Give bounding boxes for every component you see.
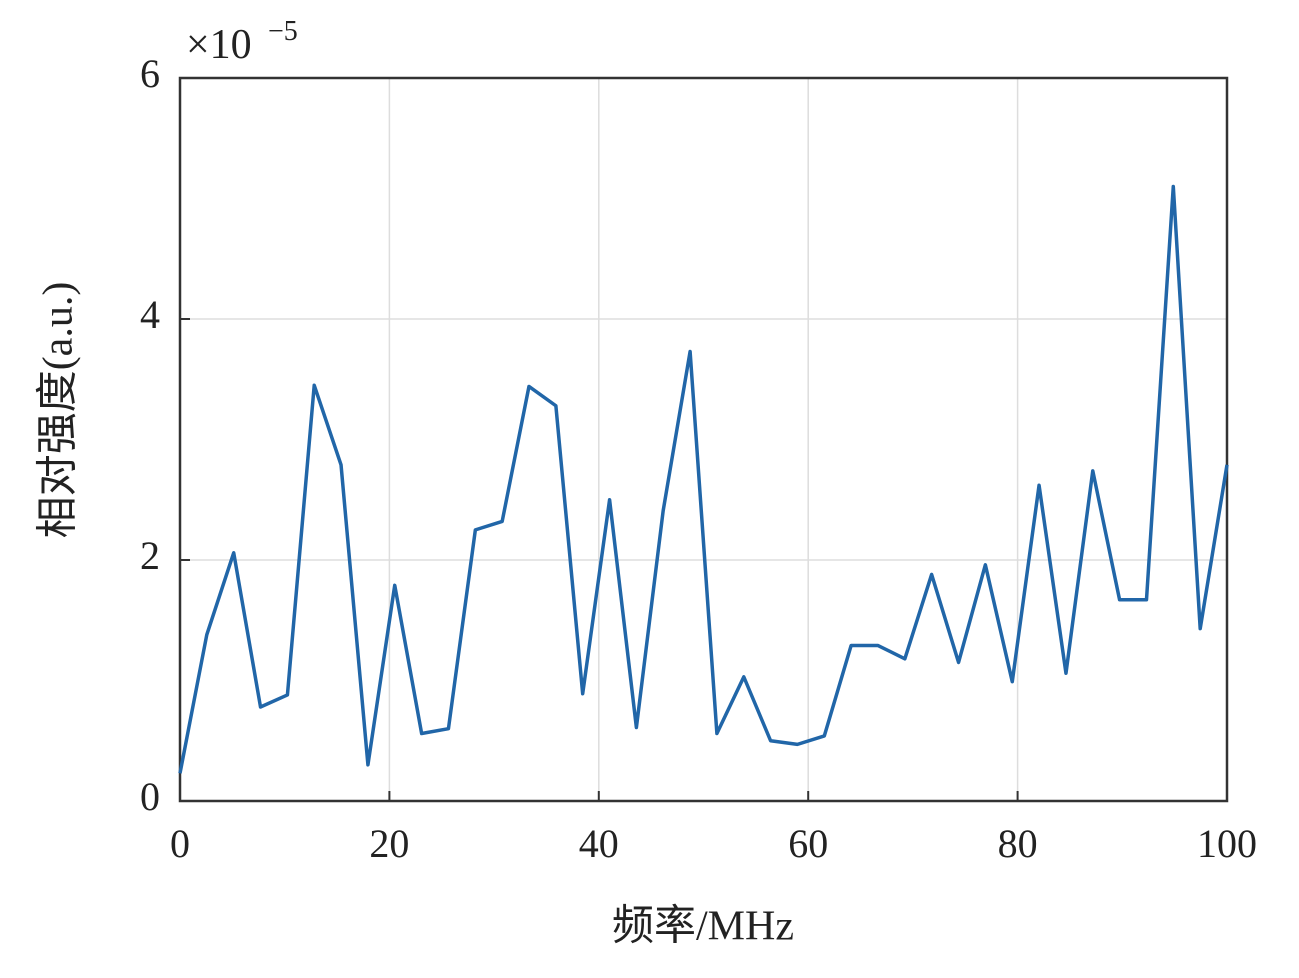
x-tick-label: 80 — [998, 821, 1038, 866]
y-axis-label: 相对强度(a.u.) — [36, 282, 82, 539]
plot-frame — [178, 76, 1229, 803]
x-tick-label: 20 — [369, 821, 409, 866]
y-tick-label: 6 — [140, 51, 160, 96]
x-tick-label: 60 — [788, 821, 828, 866]
y-tick-label: 4 — [140, 292, 160, 337]
y-tick-label: 0 — [140, 774, 160, 819]
y-multiplier-base: ×10 — [186, 22, 252, 68]
data-line — [178, 184, 1229, 774]
x-tick-label: 0 — [170, 821, 190, 866]
x-tick-label: 100 — [1197, 821, 1257, 866]
x-tick-label: 40 — [579, 821, 619, 866]
y-tick-label: 2 — [140, 533, 160, 578]
y-multiplier-exponent: −5 — [268, 16, 298, 47]
x-axis-label: 频率/MHz — [612, 903, 794, 950]
